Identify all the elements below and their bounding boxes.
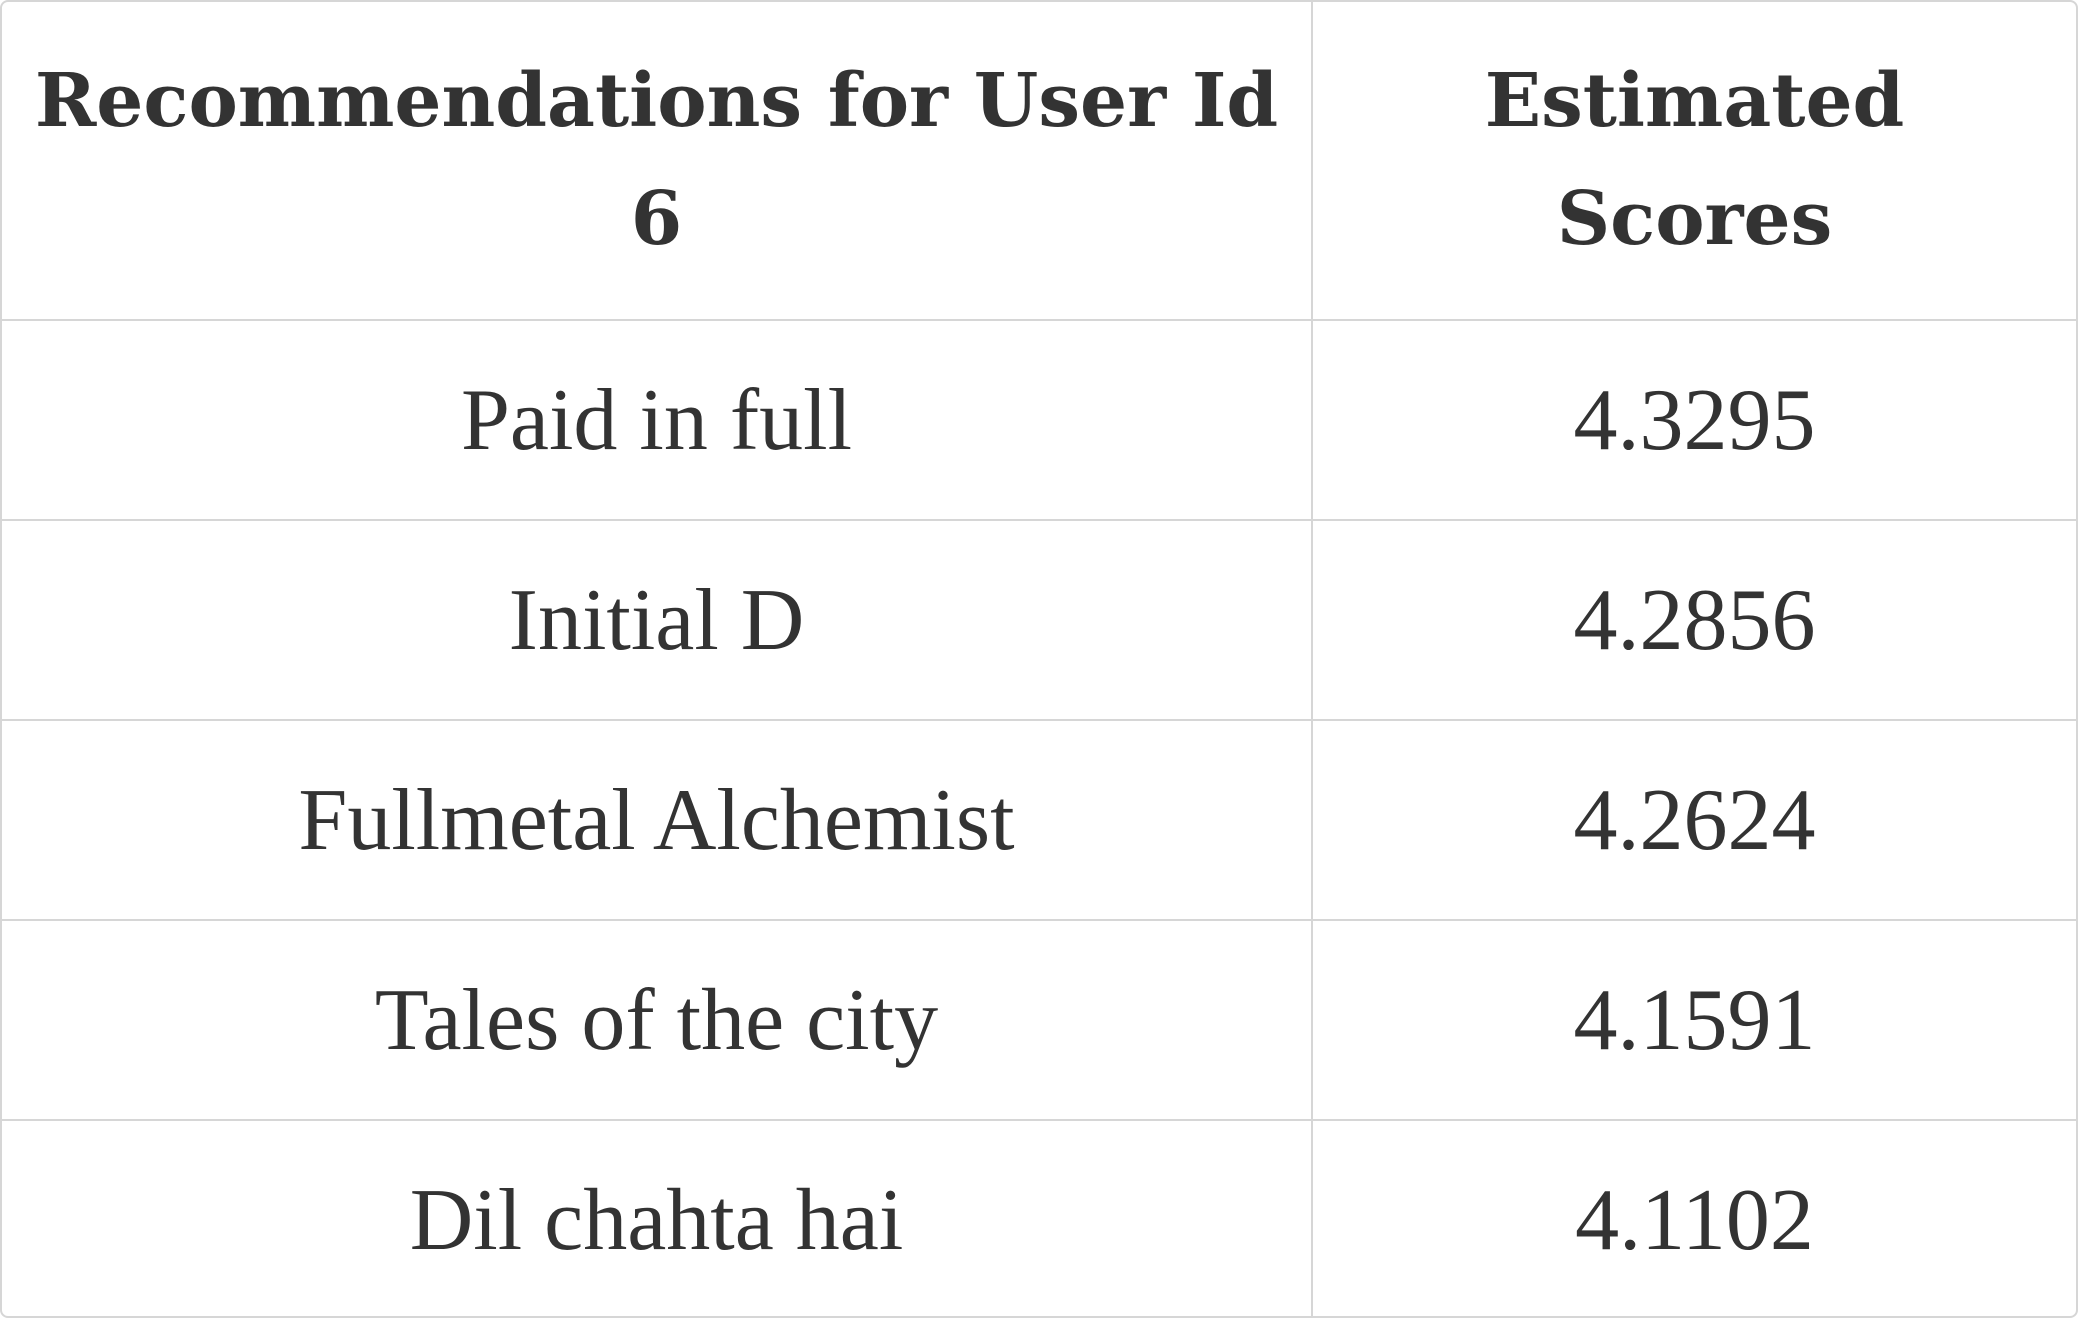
recommendation-title-cell: Paid in full <box>2 319 1313 521</box>
estimated-score-cell: 4.1102 <box>1311 1119 2076 1316</box>
table-body: Paid in full 4.3295 Initial D 4.2856 Ful… <box>2 319 2076 1316</box>
table-row: Initial D 4.2856 <box>2 519 2076 721</box>
table-row: Dil chahta hai 4.1102 <box>2 1119 2076 1316</box>
table-row: Tales of the city 4.1591 <box>2 919 2076 1121</box>
estimated-score-cell: 4.3295 <box>1311 319 2076 521</box>
recommendation-title-cell: Dil chahta hai <box>2 1119 1313 1316</box>
column-header-recommendations: Recommendations for User Id 6 <box>2 2 1313 321</box>
estimated-score-cell: 4.2624 <box>1311 719 2076 921</box>
estimated-score-cell: 4.2856 <box>1311 519 2076 721</box>
recommendation-title-cell: Initial D <box>2 519 1313 721</box>
table-header: Recommendations for User Id 6 Estimated … <box>2 2 2076 321</box>
table-row: Fullmetal Alchemist 4.2624 <box>2 719 2076 921</box>
recommendation-title-cell: Tales of the city <box>2 919 1313 1121</box>
estimated-score-cell: 4.1591 <box>1311 919 2076 1121</box>
header-row: Recommendations for User Id 6 Estimated … <box>2 2 2076 321</box>
column-header-estimated-scores: Estimated Scores <box>1311 2 2076 321</box>
recommendation-title-cell: Fullmetal Alchemist <box>2 719 1313 921</box>
table-row: Paid in full 4.3295 <box>2 319 2076 521</box>
